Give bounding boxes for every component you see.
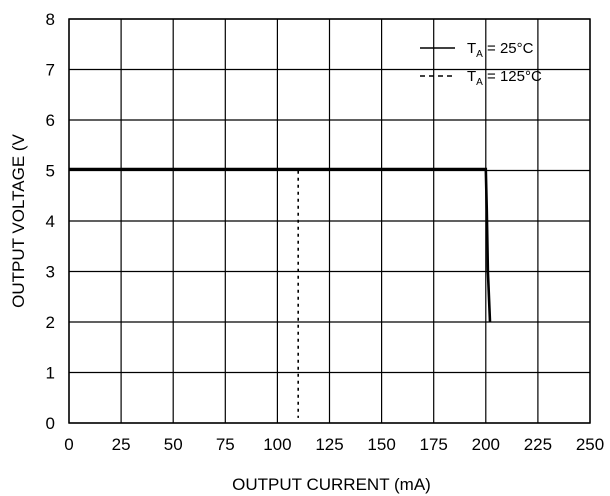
x-tick-label: 225 <box>524 435 552 454</box>
x-tick-label: 50 <box>164 435 183 454</box>
y-tick-labels: 0 1 2 3 4 5 6 7 8 <box>46 10 55 433</box>
x-axis-title: OUTPUT CURRENT (mA) <box>232 475 431 494</box>
y-tick-label: 1 <box>46 364 55 383</box>
y-tick-label: 8 <box>46 10 55 29</box>
plot-frame <box>68 18 591 424</box>
legend: TA = 25°C TA = 125°C <box>420 40 542 88</box>
x-tick-label: 0 <box>64 435 73 454</box>
x-tick-label: 250 <box>576 435 604 454</box>
y-tick-label: 7 <box>46 61 55 80</box>
x-tick-label: 100 <box>263 435 291 454</box>
y-tick-label: 6 <box>46 111 55 130</box>
series-line-0 <box>69 167 492 323</box>
y-axis-title: OUTPUT VOLTAGE (V <box>9 133 28 307</box>
y-tick-label: 4 <box>46 212 55 231</box>
x-tick-labels: 0 25 50 75 100 125 150 175 200 225 250 <box>64 435 604 454</box>
x-tick-label: 175 <box>420 435 448 454</box>
x-tick-label: 125 <box>315 435 343 454</box>
y-tick-label: 3 <box>46 263 55 282</box>
x-tick-label: 200 <box>472 435 500 454</box>
y-tick-label: 2 <box>46 313 55 332</box>
legend-label-25c: TA = 25°C <box>467 40 534 60</box>
y-tick-label: 5 <box>46 162 55 181</box>
legend-label-125c: TA = 125°C <box>467 68 542 88</box>
x-tick-label: 150 <box>367 435 395 454</box>
y-tick-label: 0 <box>46 414 55 433</box>
x-tick-label: 75 <box>216 435 235 454</box>
x-tick-label: 25 <box>112 435 131 454</box>
series-layer <box>69 167 492 418</box>
series-line-1 <box>69 168 300 418</box>
